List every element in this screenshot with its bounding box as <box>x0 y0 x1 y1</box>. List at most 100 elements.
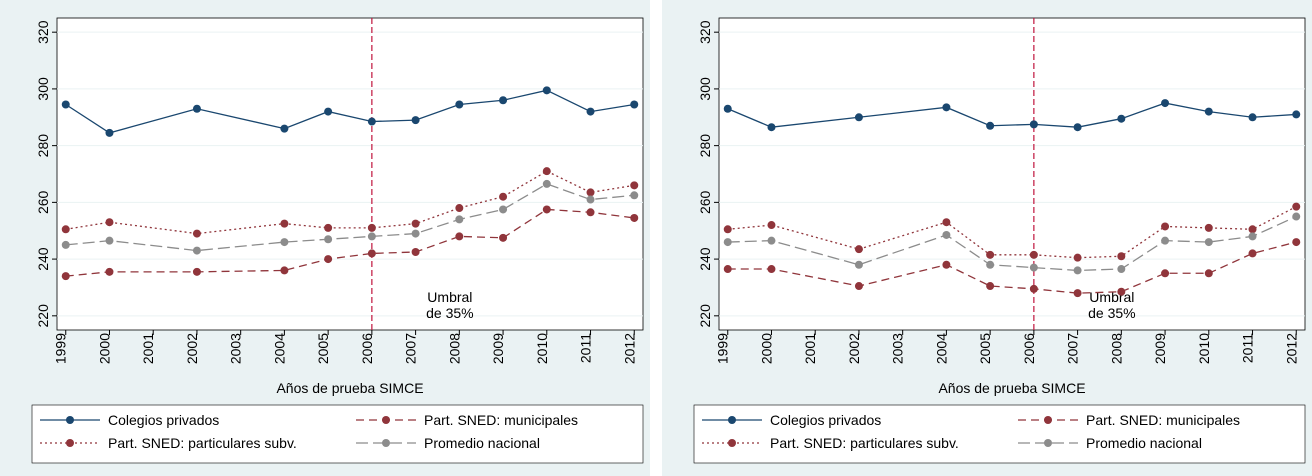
series-line <box>727 241 1297 294</box>
y-tick-label: 280 <box>697 134 713 158</box>
plot-area <box>718 17 1306 331</box>
point <box>192 267 201 276</box>
point <box>1204 223 1213 232</box>
point <box>324 255 333 264</box>
x-tick-label: 2009 <box>1152 333 1168 364</box>
point <box>986 250 995 259</box>
point <box>367 249 376 258</box>
point <box>630 213 639 222</box>
legend-marker <box>382 439 390 447</box>
x-tick-label: 2004 <box>271 333 287 364</box>
point <box>942 103 951 112</box>
point <box>61 225 70 234</box>
point <box>411 248 420 256</box>
x-tick-label: 2003 <box>228 333 244 364</box>
x-tick-label: 2012 <box>621 333 637 364</box>
legend-marker <box>728 416 736 424</box>
point <box>455 100 464 109</box>
x-tick-label: 2000 <box>758 333 774 364</box>
x-tick-label: 2002 <box>846 333 862 364</box>
point <box>542 179 551 188</box>
x-tick-label: 2011 <box>1240 333 1256 363</box>
x-tick-label: 2009 <box>490 333 506 364</box>
x-tick-label: 2010 <box>534 333 550 364</box>
y-tick-label: 260 <box>35 190 51 214</box>
annotation: de 35% <box>426 305 473 321</box>
point <box>1161 236 1170 245</box>
point <box>1029 120 1038 129</box>
point <box>499 96 508 105</box>
x-axis-label: Años de prueba SIMCE <box>938 380 1085 396</box>
point <box>324 223 333 232</box>
series-line <box>65 183 635 252</box>
point <box>1292 202 1301 211</box>
point <box>1292 238 1301 247</box>
point <box>324 107 333 116</box>
point <box>942 260 951 269</box>
y-tick-label: 300 <box>35 77 51 101</box>
x-tick-label: 2010 <box>1196 333 1212 364</box>
x-tick-label: 2007 <box>1065 333 1081 364</box>
legend-marker <box>1044 416 1052 424</box>
point <box>854 260 863 269</box>
point <box>105 267 114 276</box>
point <box>1248 232 1257 241</box>
point <box>542 205 551 214</box>
point <box>1117 252 1126 261</box>
point <box>1117 114 1126 123</box>
point <box>455 232 464 241</box>
point <box>1161 269 1170 278</box>
point <box>854 113 863 122</box>
point <box>586 195 595 204</box>
point <box>630 181 639 190</box>
x-tick-label: 2007 <box>403 333 419 364</box>
point <box>630 191 639 200</box>
point <box>411 219 420 228</box>
point <box>1073 123 1082 132</box>
legend-label: Part. SNED: particulares subv. <box>108 435 297 451</box>
point <box>61 272 70 281</box>
point <box>1029 250 1038 259</box>
series-line <box>727 102 1297 128</box>
y-tick-label: 300 <box>697 77 713 101</box>
legend-label: Part. SNED: municipales <box>1086 412 1240 428</box>
point <box>192 229 201 238</box>
point <box>61 100 70 109</box>
point <box>1161 222 1170 231</box>
x-tick-label: 1999 <box>715 333 731 364</box>
point <box>986 282 995 291</box>
point <box>986 260 995 269</box>
x-tick-label: 2008 <box>446 333 462 364</box>
annotation: Umbral <box>427 289 472 305</box>
legend-marker <box>1044 439 1052 447</box>
point <box>586 208 595 217</box>
legend-label: Part. SNED: municipales <box>424 412 578 428</box>
point <box>586 188 595 197</box>
x-tick-label: 2012 <box>1283 333 1299 364</box>
point <box>767 123 776 132</box>
point <box>942 230 951 239</box>
point <box>1073 253 1082 262</box>
point <box>105 218 114 227</box>
x-tick-label: 2001 <box>802 333 818 364</box>
y-tick-label: 280 <box>35 134 51 158</box>
series-line <box>65 208 635 277</box>
x-tick-label: 2006 <box>359 333 375 364</box>
legend-label: Promedio nacional <box>1086 435 1202 451</box>
x-axis-label: Años de prueba SIMCE <box>276 380 423 396</box>
x-tick-label: 2004 <box>933 333 949 364</box>
point <box>1073 266 1082 275</box>
y-tick-label: 260 <box>697 190 713 214</box>
point <box>1248 249 1257 258</box>
point <box>1117 265 1126 274</box>
point <box>1073 289 1082 298</box>
point <box>1029 263 1038 272</box>
x-tick-label: 2003 <box>890 333 906 364</box>
point <box>986 121 995 130</box>
x-tick-label: 2011 <box>578 333 594 363</box>
y-tick-label: 240 <box>697 247 713 271</box>
point <box>542 86 551 95</box>
point <box>942 218 951 227</box>
